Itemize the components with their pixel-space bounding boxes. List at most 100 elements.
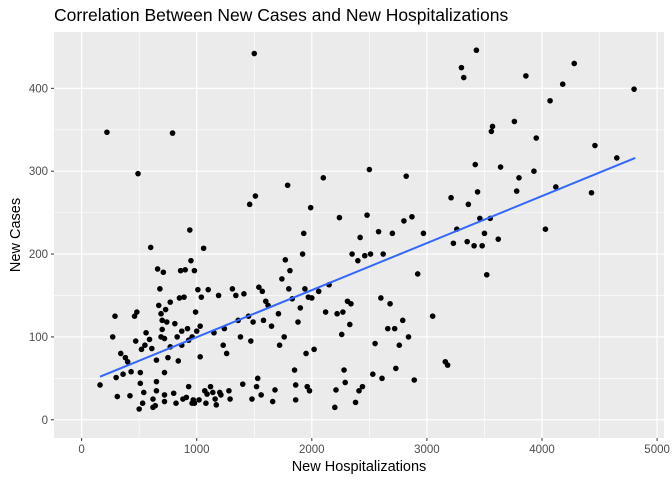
data-point — [172, 320, 178, 327]
data-point — [97, 382, 103, 388]
data-point — [380, 251, 386, 257]
data-point — [448, 194, 454, 201]
data-point — [367, 251, 374, 257]
data-point — [181, 294, 187, 300]
data-point — [473, 47, 480, 54]
data-point — [204, 391, 210, 397]
data-point — [120, 371, 126, 378]
data-point — [471, 242, 477, 249]
data-point — [513, 188, 520, 194]
data-point — [338, 331, 345, 338]
data-point — [254, 375, 261, 382]
data-point — [483, 271, 490, 278]
data-point — [150, 396, 156, 402]
data-point — [309, 295, 315, 301]
data-point — [372, 340, 378, 347]
y-axis-title: New Cases — [8, 198, 24, 272]
data-point — [262, 298, 269, 305]
data-point — [122, 354, 129, 361]
x-tick-label: 0 — [78, 444, 84, 456]
data-point — [631, 86, 637, 92]
data-point — [366, 166, 373, 173]
data-point — [393, 365, 399, 372]
data-point — [553, 184, 559, 190]
data-point — [161, 335, 168, 342]
data-point — [588, 189, 595, 196]
data-point — [304, 383, 311, 390]
data-point — [198, 294, 205, 300]
data-point — [167, 299, 174, 305]
data-point — [114, 393, 121, 400]
data-point — [178, 328, 185, 334]
data-point — [197, 323, 203, 329]
data-point — [220, 342, 226, 349]
data-point — [571, 60, 578, 67]
data-point — [533, 135, 540, 141]
data-point — [282, 257, 289, 263]
data-point — [411, 377, 418, 383]
data-point — [195, 286, 201, 293]
x-tick-label: 5000 — [644, 444, 670, 456]
data-point — [227, 396, 233, 402]
data-point — [149, 345, 155, 352]
data-point — [182, 267, 189, 273]
y-tick-label: 0 — [42, 415, 48, 427]
data-point — [187, 227, 193, 233]
data-point — [159, 317, 165, 324]
data-point — [391, 325, 398, 332]
data-point — [191, 267, 198, 274]
data-point — [205, 286, 212, 293]
data-point — [450, 240, 457, 247]
data-point — [495, 236, 502, 242]
data-point — [127, 392, 133, 399]
data-point — [203, 400, 209, 407]
y-tick-label: 200 — [29, 249, 48, 261]
data-point — [128, 368, 134, 375]
data-point — [389, 230, 396, 237]
data-point — [223, 350, 230, 357]
data-point — [531, 168, 537, 174]
data-point — [139, 400, 146, 407]
data-point — [269, 398, 276, 405]
data-point — [465, 201, 472, 208]
data-point — [153, 378, 160, 385]
data-point — [252, 193, 259, 199]
data-point — [403, 173, 409, 179]
data-point — [162, 306, 169, 313]
data-point — [256, 284, 262, 291]
data-point — [300, 230, 307, 237]
chart-title: Correlation Between New Cases and New Ho… — [54, 5, 509, 25]
data-point — [207, 383, 214, 390]
data-point — [405, 334, 412, 340]
data-point — [135, 170, 141, 177]
data-point — [361, 252, 368, 259]
data-point — [248, 338, 254, 344]
data-point — [237, 334, 244, 340]
data-point — [253, 383, 260, 390]
data-point — [158, 310, 164, 317]
data-point — [285, 286, 292, 292]
data-point — [109, 334, 116, 340]
data-point — [147, 244, 154, 251]
data-point — [429, 313, 436, 320]
trend-line — [99, 157, 636, 378]
data-point — [140, 389, 147, 396]
data-point — [472, 161, 479, 168]
data-point — [185, 383, 192, 390]
data-point — [511, 118, 518, 125]
data-point — [357, 234, 363, 241]
data-point — [542, 226, 549, 232]
data-point — [175, 358, 182, 364]
data-point — [212, 396, 218, 402]
data-point — [479, 242, 485, 249]
data-point — [188, 257, 194, 264]
data-point — [396, 342, 403, 349]
data-point — [229, 286, 236, 292]
data-point — [260, 317, 267, 324]
x-tick-label: 3000 — [414, 444, 440, 456]
data-point — [104, 129, 110, 136]
data-point — [161, 369, 168, 376]
data-point — [176, 295, 183, 301]
data-point — [292, 397, 299, 403]
data-point — [191, 400, 198, 407]
